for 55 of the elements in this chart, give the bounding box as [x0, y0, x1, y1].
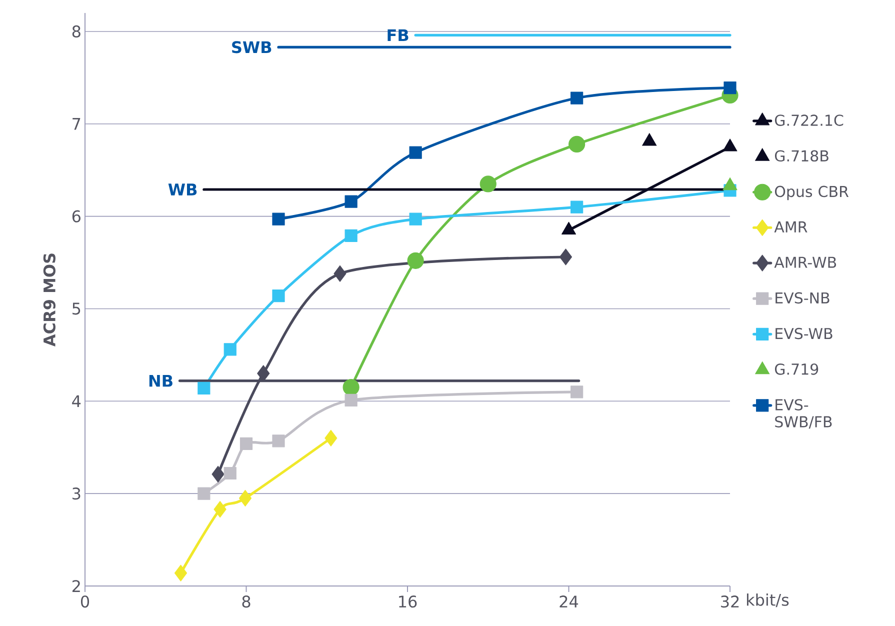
point [212, 466, 224, 482]
legend-label: Opus CBR [774, 186, 849, 200]
point [224, 343, 236, 356]
point [198, 382, 210, 395]
series-label: SWB [232, 41, 272, 54]
y-tick-label: 7 [72, 118, 80, 130]
point [409, 146, 422, 159]
point [559, 248, 572, 266]
y-tick-label: 2 [72, 580, 80, 592]
point [198, 487, 210, 500]
point [344, 229, 358, 242]
point [334, 265, 346, 282]
legend-label: EVS-SWB/FB [775, 399, 832, 429]
point [214, 500, 226, 518]
x-tick-label: 24 [560, 596, 578, 608]
legend-label: G.722.1C [774, 114, 844, 126]
legend-label: G.719 [774, 363, 818, 375]
point [344, 195, 358, 208]
point [272, 434, 285, 448]
y-axis-title: ACR9 MOS [43, 254, 56, 347]
point [570, 200, 584, 214]
y-tick-label: 8 [72, 25, 80, 38]
point [240, 437, 253, 450]
legend-label: EVS-WB [776, 328, 832, 340]
point [224, 466, 236, 480]
y-tick-label: 4 [72, 395, 81, 407]
point [724, 82, 736, 94]
point [344, 394, 358, 407]
series-label: FB [388, 29, 408, 42]
point [238, 490, 252, 506]
x-axis-title: kbit/s [746, 594, 789, 608]
point [407, 252, 424, 269]
x-tick-label: 8 [242, 596, 250, 608]
point [174, 564, 188, 582]
legend-label: AMR [774, 221, 808, 232]
legend-label: AMR-WB [774, 256, 836, 268]
legend-label: EVS-NB [776, 292, 830, 304]
y-tick-label: 3 [72, 488, 80, 500]
point [570, 92, 584, 104]
point [272, 212, 285, 226]
point [272, 290, 285, 302]
series-label: WB [168, 184, 197, 196]
y-tick-label: 6 [72, 210, 80, 222]
legend-label: G.718B [774, 150, 828, 162]
x-tick-label: 0 [80, 596, 90, 608]
point [480, 176, 496, 192]
point [409, 212, 422, 226]
y-tick-label: 5 [72, 302, 80, 315]
point [568, 136, 586, 153]
series-label: NB [149, 374, 172, 387]
point [324, 430, 338, 446]
x-tick-label: 32 [721, 596, 739, 608]
point [342, 378, 360, 396]
point [570, 386, 584, 398]
x-tick-label: 16 [399, 596, 417, 608]
